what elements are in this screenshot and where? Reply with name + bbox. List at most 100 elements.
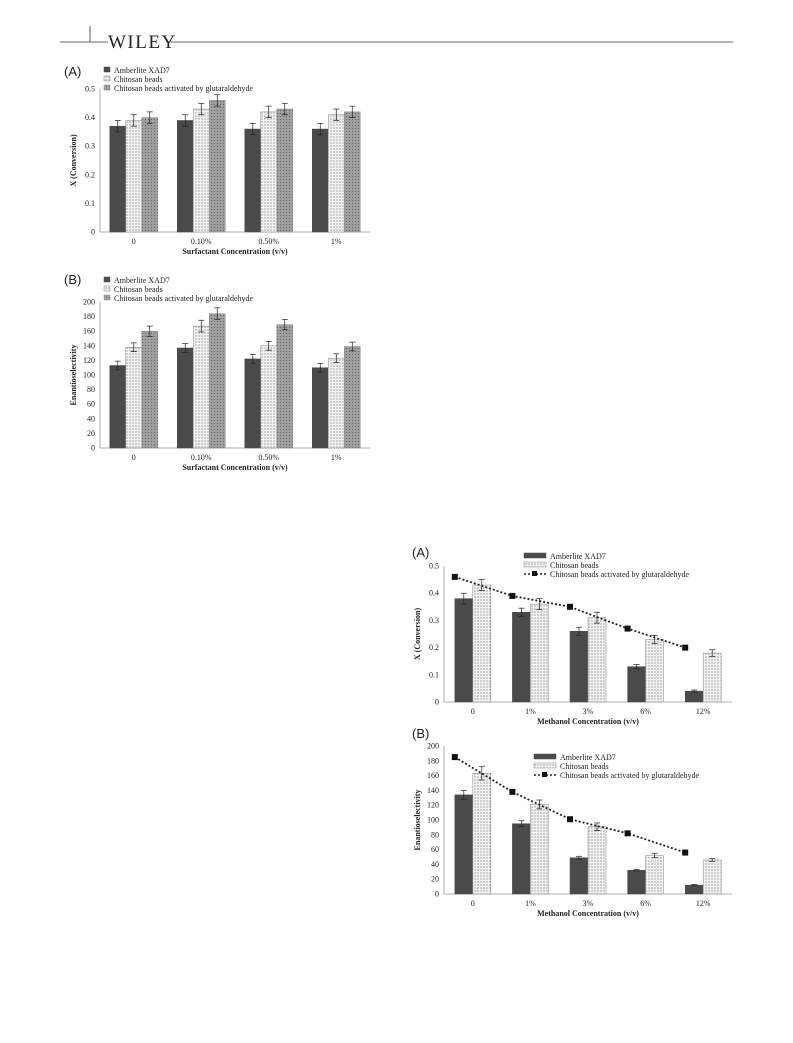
line-point xyxy=(509,592,516,599)
bar xyxy=(328,357,345,449)
y-tick-label: 0.2 xyxy=(85,170,95,179)
y-tick-label: 200 xyxy=(427,742,439,751)
x-tick-label: 0.50% xyxy=(258,237,279,246)
y-tick-label: 60 xyxy=(87,400,95,409)
legend-swatch xyxy=(103,66,111,73)
legend-swatch xyxy=(103,285,111,292)
legend-swatch xyxy=(103,294,111,301)
x-tick-label: 3% xyxy=(583,899,594,908)
x-tick-label: 0 xyxy=(132,237,136,246)
legend-label: Chitosan beads activated by glutaraldehy… xyxy=(114,294,254,303)
y-tick-label: 120 xyxy=(83,356,95,365)
bar xyxy=(209,100,226,233)
bar xyxy=(472,773,492,895)
legend-swatch xyxy=(103,75,111,82)
bar xyxy=(276,324,293,449)
bar xyxy=(344,346,361,449)
y-tick-label: 0 xyxy=(91,228,95,237)
bar xyxy=(569,857,589,895)
chart-surfactant-enantioselectivity: (B) 0 20 40 60 80 100 120 140 160 180 200 Enantiosel… xyxy=(60,272,376,472)
y-tick-label: 60 xyxy=(431,845,439,854)
chart-methanol-conversion-svg: (A) 0 0.1 0.2 0.3 0.4 0.5 X (Conversion) 0 1% 3% 6%… xyxy=(412,545,732,726)
chart-methanol-enantioselectivity-svg: (B) 0 20 40 60 80 100 120 140 160 180 200 Enantiosel… xyxy=(412,726,732,918)
y-axis-label: X (Conversion) xyxy=(413,608,422,661)
x-tick-label: 6% xyxy=(640,899,651,908)
x-axis-label: Methanol Concentration (v/v) xyxy=(537,909,639,918)
legend-swatch xyxy=(103,84,111,91)
y-tick-label: 0.4 xyxy=(429,589,439,598)
legend-swatch xyxy=(533,753,557,760)
bar xyxy=(569,631,589,703)
legend-label: Chitosan beads xyxy=(114,75,163,84)
x-tick-label: 0.50% xyxy=(258,453,279,462)
legend-swatch xyxy=(523,561,547,568)
y-tick-label: 160 xyxy=(83,327,95,336)
bar xyxy=(645,639,664,703)
bar xyxy=(276,108,293,233)
x-tick-label: 0.10% xyxy=(191,237,212,246)
y-tick-label: 40 xyxy=(431,860,439,869)
line-point xyxy=(624,830,631,837)
y-tick-label: 0.1 xyxy=(429,670,439,679)
y-tick-label: 40 xyxy=(87,414,95,423)
x-axis-label: Methanol Concentration (v/v) xyxy=(537,717,639,726)
x-tick-label: 6% xyxy=(640,707,651,716)
panel-label: (B) xyxy=(64,272,81,287)
x-axis-label: Surfactant Concentration (v/v) xyxy=(182,247,288,256)
x-tick-label: 0 xyxy=(471,707,475,716)
line-point xyxy=(567,816,573,823)
chart-surfactant-conversion-svg: (A) 0 0.1 0.2 0.3 0.4 0.5 X (Conversion) 0 0.10% 0… xyxy=(64,64,370,256)
y-tick-label: 0.4 xyxy=(85,113,95,122)
bar xyxy=(684,690,704,703)
chart-methanol-enantioselectivity: (B) 0 20 40 60 80 100 120 140 160 180 200 Enantiosel… xyxy=(408,722,738,918)
legend-label: Amberlite XAD7 xyxy=(114,66,170,75)
bar xyxy=(312,128,329,233)
bar xyxy=(177,347,194,449)
bar xyxy=(260,345,277,449)
y-axis-label: Enantioselectivity xyxy=(69,345,78,406)
bar xyxy=(177,120,194,233)
y-tick-label: 0.3 xyxy=(85,142,95,151)
legend-swatch xyxy=(103,276,111,283)
bar xyxy=(627,870,646,895)
bar xyxy=(454,794,474,895)
bar xyxy=(702,652,722,703)
bar xyxy=(312,367,329,449)
panel-label: (B) xyxy=(412,726,429,741)
bar xyxy=(141,330,158,449)
chart-surfactant-conversion: (A) 0 0.1 0.2 0.3 0.4 0.5 X (Conversion) 0 0.10% 0… xyxy=(60,58,376,258)
line-series xyxy=(454,756,686,854)
bar xyxy=(125,120,142,233)
page-header: WILEY xyxy=(0,0,793,60)
x-tick-label: 1% xyxy=(331,237,342,246)
x-tick-label: 1% xyxy=(331,453,342,462)
y-tick-label: 140 xyxy=(83,341,95,350)
legend-label: Amberlite XAD7 xyxy=(114,276,170,285)
bar xyxy=(472,584,492,703)
y-tick-label: 200 xyxy=(83,298,95,307)
y-tick-label: 0.5 xyxy=(429,562,439,571)
legend-label: Chitosan beads activated by glutaraldehy… xyxy=(550,570,690,579)
bar xyxy=(244,358,261,449)
y-tick-label: 0.2 xyxy=(429,643,439,652)
line-point xyxy=(682,644,689,651)
bar xyxy=(530,804,549,895)
panel-label: (A) xyxy=(412,545,429,560)
chart-methanol-conversion: (A) 0 0.1 0.2 0.3 0.4 0.5 X (Conversion) 0 1% 3% 6%… xyxy=(408,536,738,726)
legend-swatch xyxy=(523,552,547,559)
line-point xyxy=(682,849,689,856)
legend-label: Chitosan beads activated by glutaraldehy… xyxy=(114,84,254,93)
y-tick-label: 0.3 xyxy=(429,616,439,625)
bar xyxy=(512,611,531,703)
x-tick-label: 0.10% xyxy=(191,453,212,462)
chart-surfactant-enantioselectivity-svg: (B) 0 20 40 60 80 100 120 140 160 180 200 Enantiosel… xyxy=(64,272,370,472)
bar xyxy=(512,823,531,895)
bar xyxy=(627,666,646,703)
y-tick-label: 140 xyxy=(427,786,439,795)
bar xyxy=(587,617,607,703)
line-series xyxy=(454,576,686,649)
y-tick-label: 80 xyxy=(431,830,439,839)
bar xyxy=(109,365,126,449)
y-axis-label: Enantioselectivity xyxy=(413,790,422,851)
y-tick-label: 180 xyxy=(427,756,439,765)
